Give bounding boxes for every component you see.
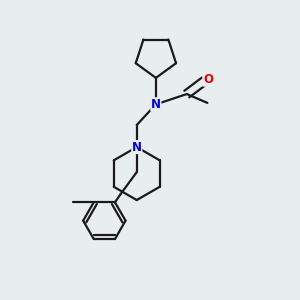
Text: N: N: [132, 141, 142, 154]
Text: N: N: [151, 98, 161, 111]
Text: O: O: [203, 73, 213, 86]
